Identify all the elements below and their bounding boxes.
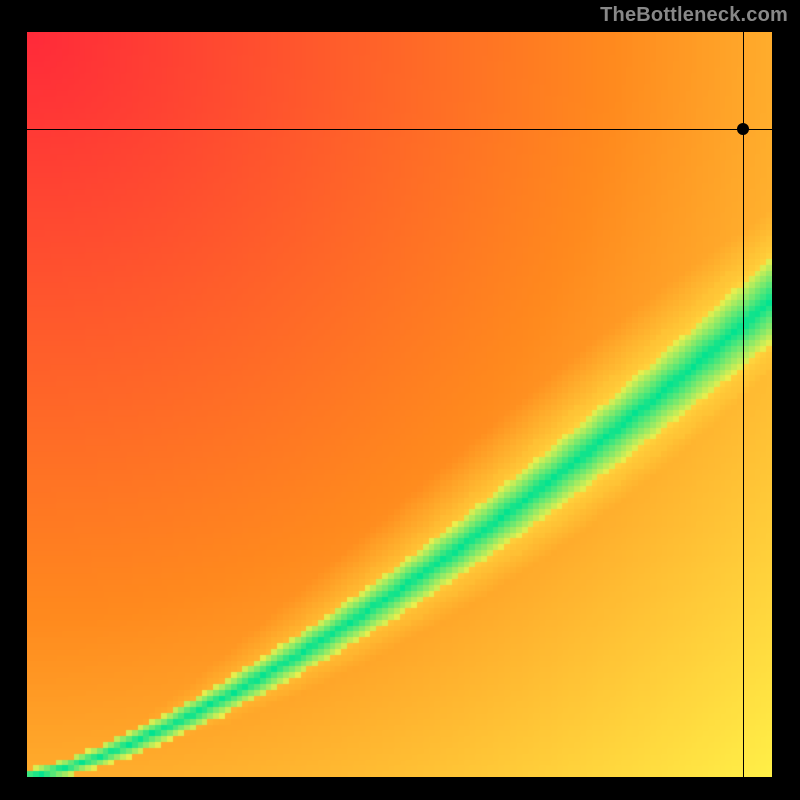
marker-dot xyxy=(737,123,749,135)
crosshair-vertical xyxy=(743,32,744,777)
heatmap-canvas xyxy=(27,32,772,777)
heatmap-plot xyxy=(27,32,772,777)
watermark-text: TheBottleneck.com xyxy=(600,4,788,27)
crosshair-horizontal xyxy=(27,129,772,130)
chart-container: TheBottleneck.com xyxy=(0,0,800,800)
